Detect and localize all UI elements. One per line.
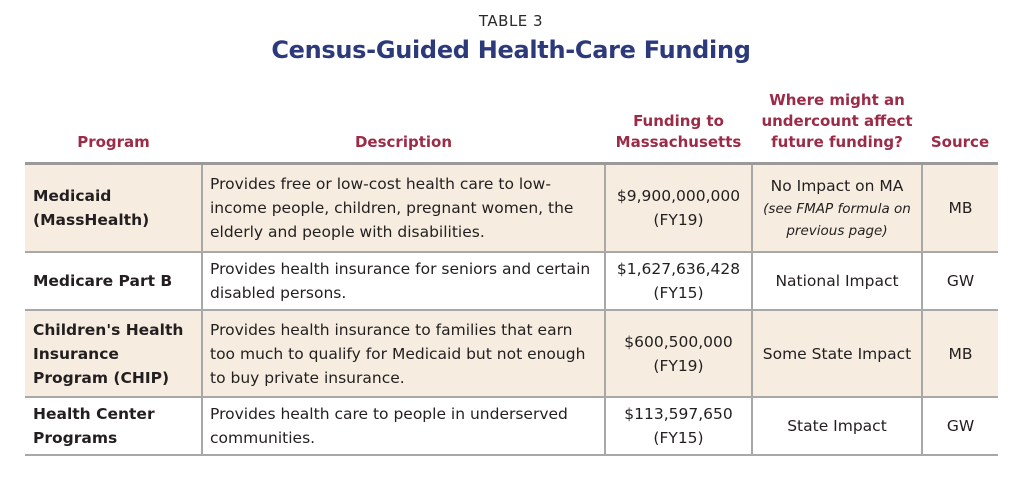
- funding-table: Program Description Funding to Massachus…: [25, 88, 998, 456]
- table-label: TABLE 3: [478, 12, 544, 30]
- source-cell: GW: [921, 397, 998, 456]
- funding-amount: $9,900,000,000: [616, 186, 741, 205]
- table-row: Medicaid (MassHealth) Provides free or l…: [25, 163, 998, 253]
- impact-text: National Impact: [775, 272, 899, 290]
- impact-text: No Impact on MA: [770, 176, 904, 195]
- description-cell: Provides health care to people in unders…: [201, 397, 605, 456]
- fiscal-year: (FY15): [653, 429, 704, 447]
- fiscal-year: (FY19): [653, 356, 704, 375]
- impact-cell: National Impact: [751, 252, 922, 311]
- description-cell: Provides health insurance to families th…: [201, 310, 605, 398]
- source-cell: MB: [921, 163, 998, 253]
- impact-note: (see FMAP formula on previous page): [763, 200, 911, 239]
- funding-cell: $600,500,000 (FY19): [604, 310, 752, 398]
- funding-amount: $113,597,650: [624, 405, 733, 423]
- impact-cell: State Impact: [751, 397, 922, 456]
- fiscal-year: (FY15): [653, 284, 704, 302]
- impact-cell: Some State Impact: [751, 310, 922, 398]
- impact-text: State Impact: [787, 417, 887, 435]
- funding-cell: $1,627,636,428 (FY15): [604, 252, 752, 311]
- program-cell: Children's Health Insurance Program (CHI…: [25, 310, 202, 398]
- program-cell: Medicare Part B: [25, 252, 202, 311]
- table-row: Health Center Programs Provides health c…: [25, 397, 998, 456]
- header-source: Source: [930, 132, 990, 151]
- funding-cell: $9,900,000,000 (FY19): [604, 163, 752, 253]
- header-impact: Where might an undercount affect future …: [761, 90, 913, 151]
- source-cell: GW: [921, 252, 998, 311]
- description-cell: Provides health insurance for seniors an…: [201, 252, 605, 311]
- source-cell: MB: [921, 310, 998, 398]
- description-cell: Provides free or low-cost health care to…: [201, 163, 605, 253]
- table-row: Medicare Part B Provides health insuranc…: [25, 252, 998, 311]
- header-program: Program: [77, 132, 150, 151]
- funding-amount: $600,500,000: [624, 332, 733, 351]
- program-cell: Health Center Programs: [25, 397, 202, 456]
- table-title: Census-Guided Health-Care Funding: [271, 36, 751, 64]
- table-row: Children's Health Insurance Program (CHI…: [25, 310, 998, 398]
- header-description: Description: [354, 132, 453, 151]
- funding-cell: $113,597,650 (FY15): [604, 397, 752, 456]
- program-cell: Medicaid (MassHealth): [25, 163, 202, 253]
- fiscal-year: (FY19): [653, 210, 704, 229]
- header-funding: Funding to Massachusetts: [615, 111, 742, 151]
- funding-amount: $1,627,636,428: [616, 260, 741, 278]
- impact-cell: No Impact on MA (see FMAP formula on prev…: [751, 163, 922, 253]
- impact-text: Some State Impact: [762, 344, 912, 363]
